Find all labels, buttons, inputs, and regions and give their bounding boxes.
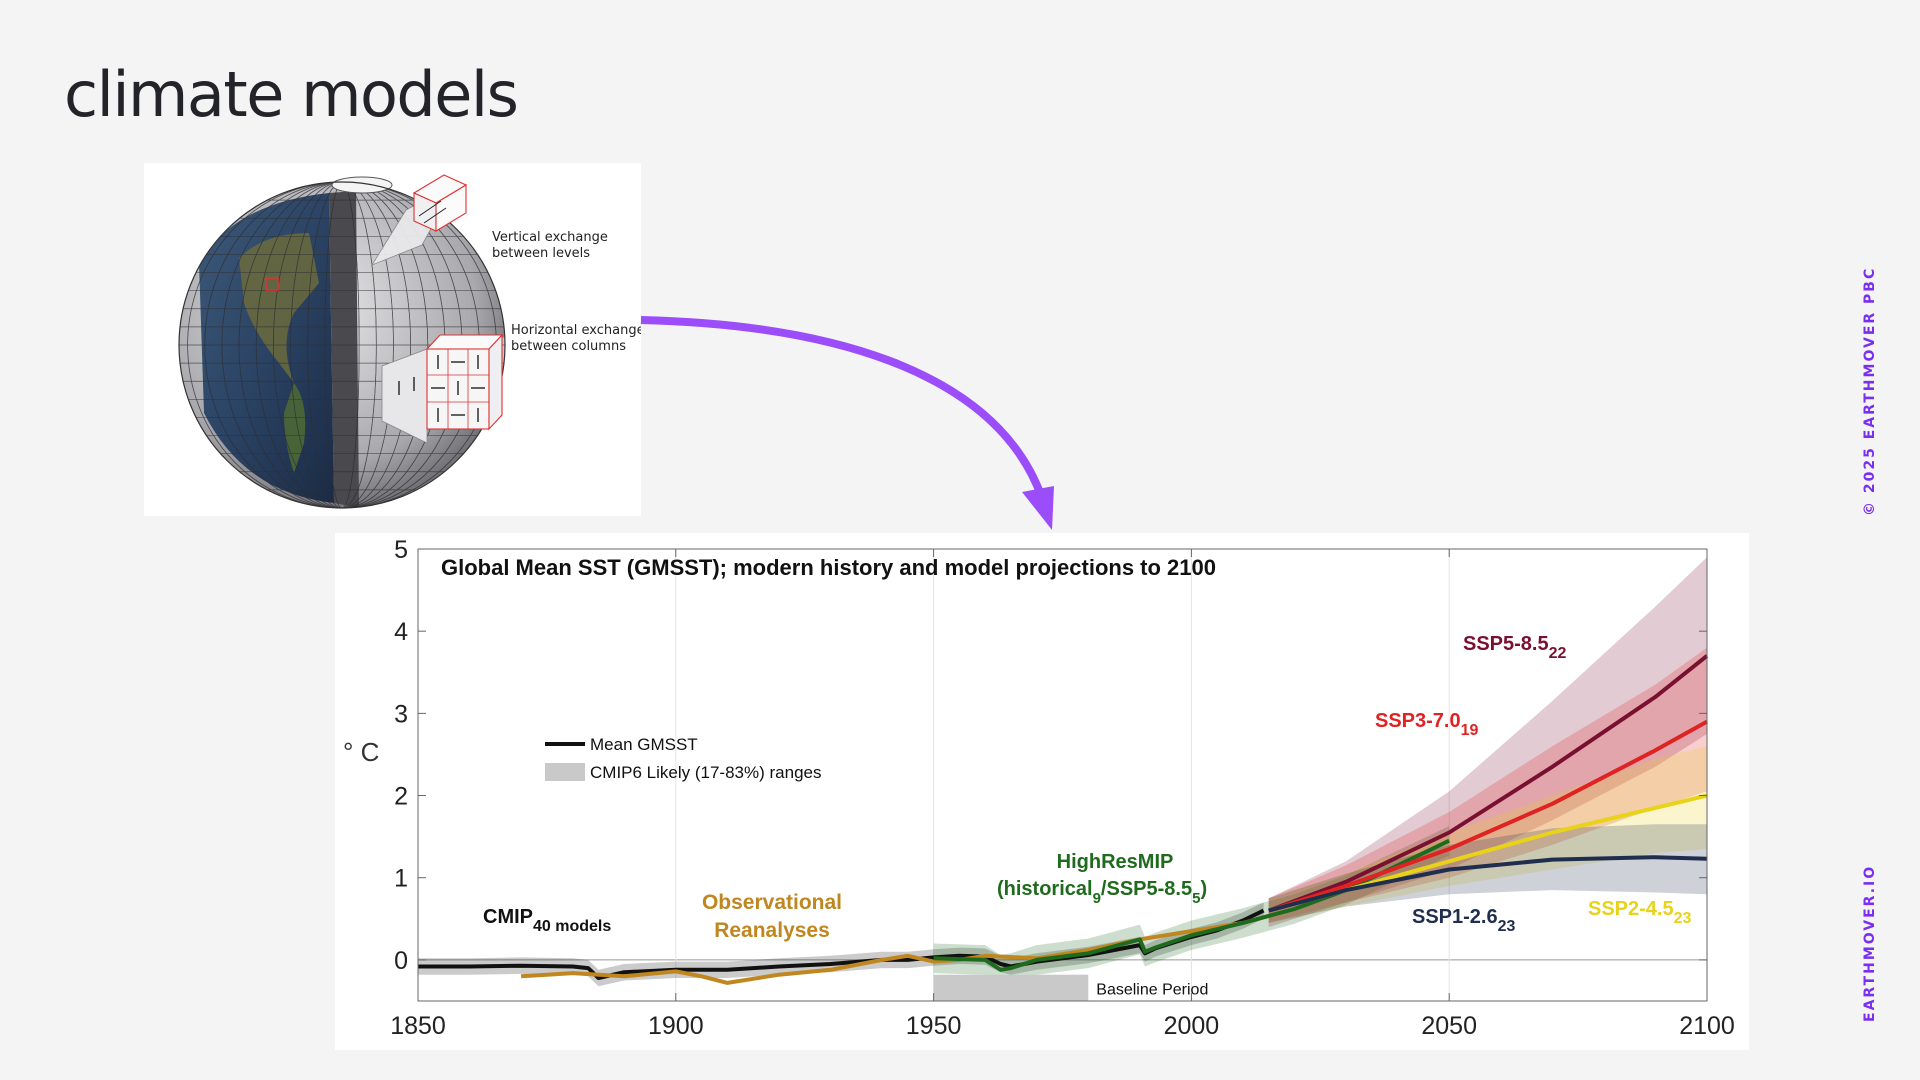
line-ssp3-7-0 — [1268, 719, 1708, 913]
globe-sphere — [178, 176, 506, 509]
y-axis-label: ° C — [343, 737, 379, 767]
arrow-shaft — [640, 316, 1046, 500]
slide-title: climate models — [64, 58, 519, 131]
vertical-exchange-label-1: Vertical exchange — [492, 230, 608, 245]
uncertainty-bands — [418, 557, 1707, 987]
series-lines — [418, 654, 1709, 985]
annotation-observational-1: Observational — [702, 891, 842, 914]
climate-model-globe-figure: Vertical exchange between levels Horizon… — [144, 163, 641, 516]
horizontal-exchange-label-1: Horizontal exchange — [511, 323, 641, 338]
band-ssp1-2-6 — [1268, 824, 1707, 923]
series-annotations: CMIP40 models Observational Reanalyses H… — [483, 633, 1692, 942]
annotation-ssp585: SSP5-8.522 — [1463, 633, 1567, 662]
band-cmip — [418, 902, 1264, 987]
x-tick-label: 2000 — [1164, 1012, 1220, 1040]
chart-legend: Mean GMSST CMIP6 Likely (17-83%) ranges — [545, 735, 821, 782]
horizontal-exchange-label-2: between columns — [511, 339, 626, 354]
annotation-highresmip-1: HighResMIP — [1057, 851, 1174, 873]
baseline-period-label: Baseline Period — [1096, 981, 1208, 998]
arrow-head — [1022, 486, 1054, 530]
y-tick-label: 0 — [394, 947, 408, 975]
grid-cell-highlight — [265, 277, 279, 291]
y-tick-label: 3 — [394, 700, 408, 728]
x-tick-label: 2050 — [1421, 1012, 1477, 1040]
legend-label-mean: Mean GMSST — [590, 735, 698, 754]
band-ssp3-7-0 — [1268, 647, 1707, 923]
band-highresmip — [933, 826, 1450, 985]
axis-ticks: 1850 1900 1950 2000 2050 2100 0 1 2 3 4 5 — [390, 536, 1735, 1040]
annotation-ssp245: SSP2-4.523 — [1588, 898, 1692, 927]
band-ssp5-8-5 — [1268, 557, 1707, 927]
annotation-ssp370: SSP3-7.019 — [1375, 710, 1479, 739]
x-tick-label: 2100 — [1679, 1012, 1735, 1040]
x-tick-label: 1950 — [906, 1012, 962, 1040]
plot-frame — [417, 548, 1708, 1002]
legend-swatch-range — [545, 763, 585, 781]
annotation-observational-2: Reanalyses — [714, 919, 830, 942]
baseline-period: Baseline Period — [933, 974, 1208, 1001]
x-tick-label: 1850 — [390, 1012, 446, 1040]
baseline-period-bar — [933, 974, 1089, 1001]
copyright-text: © 2025 EARTHMOVER PBC — [1862, 266, 1878, 516]
chart-title: Global Mean SST (GMSST); modern history … — [441, 555, 1216, 580]
line-ssp1-2-6 — [1268, 855, 1708, 913]
y-tick-label: 5 — [394, 536, 408, 564]
annotation-cmip: CMIP40 models — [483, 906, 611, 935]
y-tick-label: 2 — [394, 783, 408, 811]
band-ssp2-4-5 — [1268, 746, 1707, 923]
globe-illustration: Vertical exchange between levels Horizon… — [178, 174, 641, 509]
website-text: EARTHMOVER.IO — [1862, 864, 1878, 1022]
line-ssp5-8-5 — [1268, 654, 1709, 913]
gmsst-chart-panel: Baseline Period 1850 1900 1950 2000 2050 2100… — [335, 533, 1749, 1050]
vertical-exchange-column — [371, 174, 468, 266]
x-tick-label: 1900 — [648, 1012, 704, 1040]
annotation-highresmip-2: (historical9/SSP5-8.55) — [997, 878, 1207, 907]
legend-label-range: CMIP6 Likely (17-83%) ranges — [590, 763, 821, 782]
y-tick-label: 1 — [394, 865, 408, 893]
gmsst-chart: Baseline Period 1850 1900 1950 2000 2050 2100… — [343, 536, 1735, 1040]
horizontal-exchange-column — [381, 333, 504, 444]
y-tick-label: 4 — [394, 618, 408, 646]
vertical-exchange-label-2: between levels — [492, 246, 590, 261]
annotation-ssp126: SSP1-2.623 — [1412, 906, 1516, 935]
